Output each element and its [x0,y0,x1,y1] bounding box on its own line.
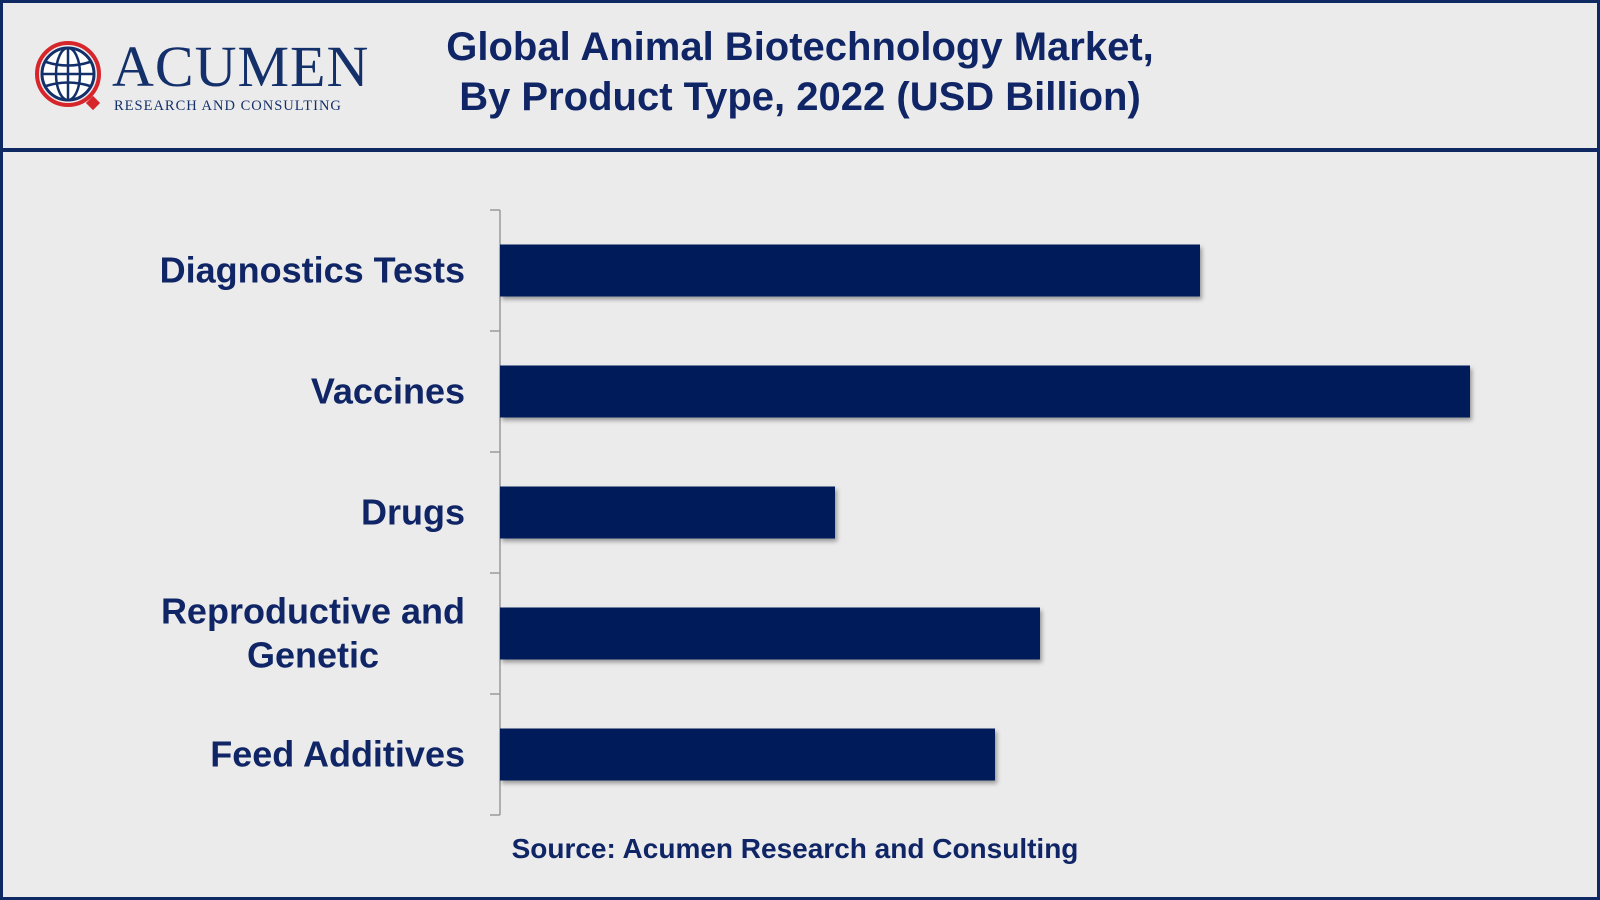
source-note: Source: Acumen Research and Consulting [511,833,1079,864]
bar-3 [500,607,1040,660]
chart-title-line-1: Global Animal Biotechnology Market, [446,25,1154,69]
chart-title: Global Animal Biotechnology Market, By P… [300,22,1300,122]
logo-wordmark: ACUMEN [112,34,370,99]
category-label-0: Diagnostics Tests [160,250,465,291]
category-label-2: Drugs [361,492,465,533]
category-label-3: Reproductive and Genetic [161,591,465,676]
logo-tagline: RESEARCH AND CONSULTING [114,98,342,114]
bar-2 [500,486,835,539]
category-label-1: Vaccines [311,371,465,412]
bar-1 [500,365,1470,418]
bar-0 [500,244,1200,297]
chart-title-line-2: By Product Type, 2022 (USD Billion) [459,75,1141,119]
bar-4 [500,728,995,781]
header: ACUMEN RESEARCH AND CONSULTING Global An… [0,0,1600,152]
globe-icon [35,41,101,111]
category-label-4: Feed Additives [210,734,465,775]
acumen-logo: ACUMEN RESEARCH AND CONSULTING [30,32,370,122]
